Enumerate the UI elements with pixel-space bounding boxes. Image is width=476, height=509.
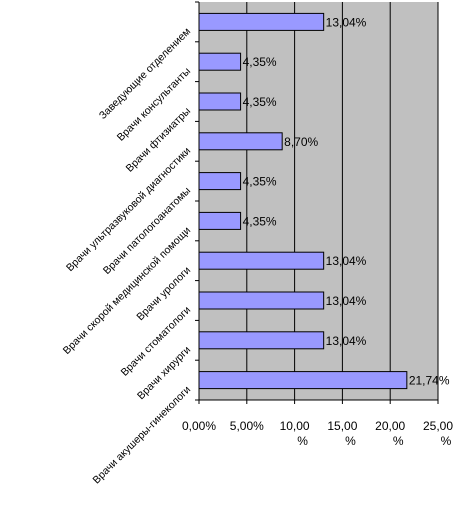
bar: [198, 92, 242, 111]
x-tick-label: 0,00%: [182, 419, 216, 433]
x-tick-label: 15,00%: [327, 419, 357, 448]
bar: [198, 52, 242, 71]
data-label: 13,04%: [326, 15, 367, 29]
bar: [198, 172, 242, 191]
x-axis-tick-labels: 0,00% 5,00% 10,00 % 15,00 % 20,00 % 25,00%: [182, 419, 453, 448]
data-label: 13,04%: [326, 294, 367, 308]
bar: [198, 251, 325, 270]
x-tick-label: 25,00%: [423, 419, 453, 448]
category-label: Врачи консультанты: [115, 65, 193, 143]
bar: [198, 291, 325, 310]
x-tick-label: 10,00%: [280, 419, 310, 448]
bar: [198, 331, 325, 350]
data-label: 13,04%: [326, 254, 367, 268]
bar: [198, 132, 283, 151]
bars: [198, 12, 408, 390]
data-label: 8,70%: [284, 135, 318, 149]
gridlines: [195, 1, 439, 404]
bar: [198, 371, 408, 390]
bar: [198, 12, 325, 31]
category-label: Врачи стоматологи: [119, 304, 194, 379]
data-label: 4,35%: [243, 55, 277, 69]
data-label: 4,35%: [243, 175, 277, 189]
bar: [198, 211, 242, 230]
data-labels: 13,04% 4,35% 4,35% 8,70% 4,35% 4,35% 13,04% 13,…: [243, 15, 450, 387]
data-label: 13,04%: [326, 334, 367, 348]
data-label: 4,35%: [243, 214, 277, 228]
x-tick-label: 20,00%: [375, 419, 405, 448]
data-label: 21,74%: [409, 374, 450, 388]
data-label: 4,35%: [243, 95, 277, 109]
x-tick-label: 5,00%: [230, 419, 264, 433]
